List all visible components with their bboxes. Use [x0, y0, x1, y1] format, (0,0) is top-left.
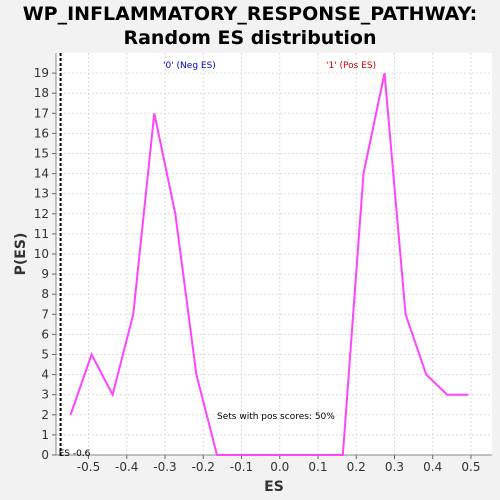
x-tick-label: 0.4: [423, 460, 442, 474]
pos-scores-annotation: Sets with pos scores: 50%: [217, 412, 335, 422]
x-tick-label: 0.0: [270, 460, 289, 474]
x-axis-label: ES: [264, 479, 284, 495]
y-tick-label: 13: [34, 187, 49, 201]
series-group: [59, 53, 469, 456]
x-tick-label: -0.3: [153, 460, 176, 474]
y-tick-label: 7: [41, 307, 49, 321]
y-tick-label: 2: [41, 408, 49, 422]
chart-title-line2: Random ES distribution: [123, 27, 377, 49]
y-tick-label: 5: [41, 348, 49, 362]
y-tick-label: 4: [41, 368, 49, 382]
x-tick-label: 0.5: [461, 460, 480, 474]
x-tick-label: -0.2: [192, 460, 215, 474]
grid: [56, 53, 492, 456]
x-tick-label: -0.1: [230, 460, 253, 474]
x-tick-label: 0.2: [347, 460, 366, 474]
es-marker-label: ES -0.6: [59, 449, 91, 459]
y-tick-label: 15: [34, 147, 49, 161]
y-tick-label: 0: [41, 448, 49, 462]
y-tick-label: 10: [34, 247, 49, 261]
y-tick-label: 18: [34, 86, 49, 100]
chart-title-line1: WP_INFLAMMATORY_RESPONSE_PATHWAY:: [22, 3, 478, 25]
y-tick-label: 9: [41, 267, 49, 281]
y-tick-label: 16: [34, 126, 49, 140]
pos-es-label: '1' (Pos ES): [326, 61, 376, 71]
y-tick-label: 11: [34, 227, 49, 241]
neg-es-label: '0' (Neg ES): [163, 61, 216, 71]
y-axis-label: P(ES): [13, 233, 29, 276]
y-tick-label: 1: [41, 428, 49, 442]
x-tick-label: 0.1: [308, 460, 327, 474]
x-tick-label: -0.4: [115, 460, 138, 474]
y-tick-label: 17: [34, 106, 49, 120]
y-tick-label: 3: [41, 388, 49, 402]
y-tick-label: 6: [41, 327, 49, 341]
series-line: [69, 72, 469, 456]
x-tick-label: 0.3: [385, 460, 404, 474]
x-tick-label: -0.5: [77, 460, 100, 474]
y-tick-label: 12: [34, 207, 49, 221]
y-tick-label: 8: [41, 287, 49, 301]
y-tick-label: 14: [34, 167, 49, 181]
y-tick-label: 19: [34, 66, 49, 80]
annotation-group: '0' (Neg ES) '1' (Pos ES) Sets with pos …: [59, 61, 377, 459]
chart-title: WP_INFLAMMATORY_RESPONSE_PATHWAY: Random…: [0, 2, 500, 50]
